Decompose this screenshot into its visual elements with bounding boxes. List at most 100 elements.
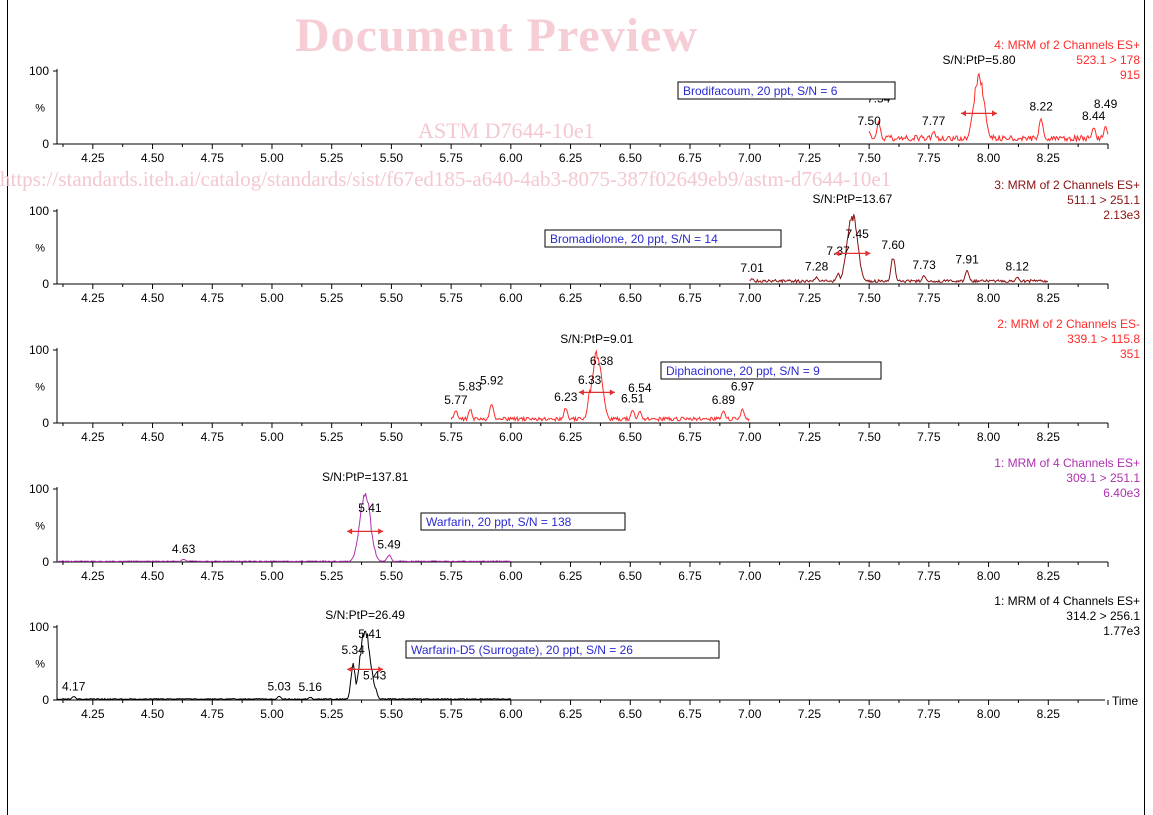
annotation-box (405, 640, 720, 659)
x-tick-label: 5.25 (320, 151, 344, 165)
channel-intensity: 1.77e3 (1103, 624, 1140, 638)
x-tick-label: 8.00 (977, 569, 1001, 583)
y-tick-label-0: 0 (42, 693, 49, 707)
peak-label: 5.77 (444, 393, 468, 407)
chromatogram-panel-1: 100% 0 4.25 4.50 4.75 5.00 5.25 5.50 5.75 6.00 6.2… (29, 38, 1140, 165)
x-tick-label: 8.25 (1037, 151, 1061, 165)
x-tick-label: 4.25 (81, 569, 105, 583)
channel-function: 2: MRM of 2 Channels ES- (997, 317, 1140, 331)
peak-label: 6.97 (731, 379, 755, 393)
channel-transition: 314.2 > 256.1 (1066, 609, 1140, 623)
x-tick-label: 7.25 (798, 430, 822, 444)
channel-transition: 339.1 > 115.8 (1067, 332, 1140, 346)
x-tick-label: 5.25 (320, 707, 344, 721)
y-tick-label-0: 0 (42, 416, 49, 430)
chromatogram-trace (450, 349, 750, 423)
x-axis-label: Time (1112, 694, 1139, 708)
channel-transition: 523.1 > 178 (1076, 53, 1140, 67)
x-tick-label: 7.75 (917, 430, 941, 444)
peak-label: 8.49 (1094, 97, 1118, 111)
x-tick-label: 4.75 (201, 707, 225, 721)
chromatogram-trace (56, 492, 511, 563)
peak-label: 8.12 (1006, 260, 1030, 274)
chromatogram-panel-3: 100% 0 4.25 4.50 4.75 5.00 5.25 5.50 5.75 6.00 6.2… (29, 317, 1140, 444)
x-tick-label: 6.75 (678, 569, 702, 583)
watermark-standard: ASTM D7644-10e1 (418, 118, 595, 143)
peak-label: 6.54 (628, 381, 652, 395)
peak-label: 7.77 (922, 114, 946, 128)
x-tick-label: 7.50 (857, 569, 881, 583)
x-tick-label: 6.75 (678, 291, 702, 305)
x-tick-label: 5.75 (439, 151, 463, 165)
figure-frame (7, 0, 1145, 815)
x-tick-label: 7.50 (857, 707, 881, 721)
x-tick-label: 4.50 (141, 569, 165, 583)
x-tick-label: 6.50 (619, 430, 643, 444)
x-tick-label: 5.50 (380, 707, 404, 721)
peak-label: 7.91 (955, 252, 979, 266)
x-tick-label: 5.00 (260, 291, 284, 305)
peak-label: 7.01 (740, 261, 764, 275)
signal-to-noise-label: S/N:PtP=13.67 (813, 192, 893, 206)
x-tick-label: 5.25 (320, 569, 344, 583)
peak-label: 5.16 (299, 680, 323, 694)
x-tick-label: 7.00 (738, 707, 762, 721)
y-axis-percent-label: % (35, 521, 45, 533)
compound-annotation: Warfarin, 20 ppt, S/N = 138 (426, 515, 572, 529)
x-tick-label: 5.25 (320, 430, 344, 444)
x-tick-label: 6.25 (559, 430, 583, 444)
x-tick-label: 4.75 (201, 151, 225, 165)
x-tick-label: 5.50 (380, 569, 404, 583)
chromatogram-trace (56, 630, 512, 701)
x-tick-label: 7.50 (857, 291, 881, 305)
x-tick-label: 8.00 (977, 430, 1001, 444)
peak-label: 5.43 (363, 668, 387, 682)
x-tick-label: 5.75 (439, 707, 463, 721)
x-tick-label: 8.25 (1037, 569, 1061, 583)
y-tick-label-0: 0 (42, 137, 49, 151)
x-tick-label: 6.50 (619, 569, 643, 583)
x-tick-label: 6.00 (499, 151, 523, 165)
y-axis-percent-label: % (35, 243, 45, 255)
y-tick-label-100: 100 (29, 482, 49, 496)
x-tick-label: 8.00 (977, 151, 1001, 165)
watermark-url: https://standards.iteh.ai/catalog/standa… (0, 167, 892, 191)
x-tick-label: 4.50 (141, 151, 165, 165)
compound-annotation: Diphacinone, 20 ppt, S/N = 9 (666, 364, 820, 378)
compound-annotation: Bromadiolone, 20 ppt, S/N = 14 (550, 232, 718, 246)
x-tick-label: 6.25 (559, 291, 583, 305)
x-tick-label: 5.50 (380, 151, 404, 165)
x-tick-label: 4.25 (81, 291, 105, 305)
x-tick-label: 7.25 (798, 707, 822, 721)
x-tick-label: 6.75 (678, 707, 702, 721)
x-tick-label: 4.25 (81, 707, 105, 721)
x-tick-label: 6.50 (619, 151, 643, 165)
x-tick-label: 5.75 (439, 569, 463, 583)
x-tick-label: 8.00 (977, 291, 1001, 305)
peak-label: 7.60 (881, 238, 905, 252)
x-tick-label: 6.00 (499, 291, 523, 305)
chromatogram-trace (868, 72, 1109, 143)
signal-to-noise-label: S/N:PtP=5.80 (942, 53, 1015, 67)
y-tick-label-100: 100 (29, 204, 49, 218)
peak-label: 6.23 (554, 390, 578, 404)
x-tick-label: 6.00 (499, 707, 523, 721)
x-tick-label: 8.25 (1037, 430, 1061, 444)
x-tick-label: 5.75 (439, 291, 463, 305)
peak-label: 5.41 (358, 627, 382, 641)
x-tick-label: 8.00 (977, 707, 1001, 721)
channel-function: 3: MRM of 2 Channels ES+ (994, 178, 1140, 192)
y-tick-label-0: 0 (42, 277, 49, 291)
y-tick-label-100: 100 (29, 620, 49, 634)
x-tick-label: 6.75 (678, 151, 702, 165)
x-tick-label: 7.00 (738, 291, 762, 305)
peak-label: 8.44 (1082, 109, 1106, 123)
chromatogram-trace (749, 214, 1049, 284)
signal-to-noise-label: S/N:PtP=26.49 (325, 608, 405, 622)
channel-transition: 309.1 > 251.1 (1066, 471, 1140, 485)
compound-annotation: Warfarin-D5 (Surrogate), 20 ppt, S/N = 2… (411, 643, 633, 657)
x-tick-label: 4.75 (201, 569, 225, 583)
x-tick-label: 7.25 (798, 291, 822, 305)
channel-transition: 511.1 > 251.1 (1067, 193, 1140, 207)
